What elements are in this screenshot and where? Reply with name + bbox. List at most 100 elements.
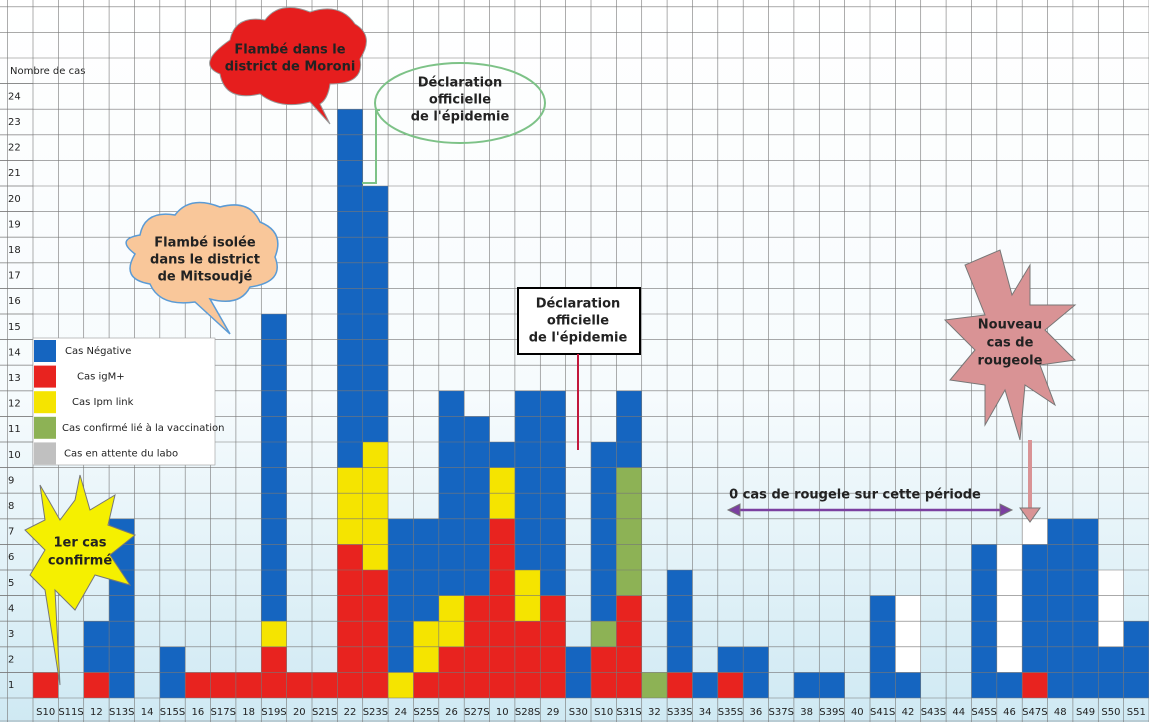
bar-segment: [362, 442, 389, 570]
y-tick-label: 2: [8, 655, 14, 666]
x-tick-label: S33S: [667, 707, 692, 718]
x-tick-label: S31S: [616, 707, 641, 718]
annotation-text: dans le district: [150, 253, 260, 268]
x-tick-label: 10: [496, 707, 509, 718]
annotation-text: officielle: [429, 93, 491, 108]
bar-segment: [337, 467, 363, 545]
callout-pointer: [362, 109, 380, 184]
y-tick-label: 15: [8, 322, 21, 333]
y-axis-label: Nombre de cas: [10, 66, 85, 77]
callout-ellipse: [374, 62, 546, 144]
bar-segment: [514, 621, 541, 698]
legend-swatch: [34, 442, 56, 465]
bar-segment: [895, 672, 921, 698]
legend-swatch: [34, 340, 56, 362]
bar-segment: [717, 646, 744, 673]
annotation-text: de l'épidemie: [529, 331, 628, 346]
x-tick-label: 24: [394, 707, 407, 718]
x-tick-label: S10: [594, 707, 613, 718]
annotation-text: rougeole: [978, 354, 1043, 369]
y-tick-label: 3: [8, 629, 14, 640]
x-tick-label: 48: [1054, 707, 1067, 718]
legend-label: Cas Négative: [65, 345, 131, 357]
annotation-text: confirmé: [48, 554, 112, 569]
annotation-text: officielle: [547, 314, 609, 329]
x-tick-label: S51: [1127, 707, 1146, 718]
x-tick-label: 16: [191, 707, 204, 718]
x-tick-label: 44: [952, 707, 965, 718]
callout-star: [943, 249, 1077, 441]
bar-segment: [616, 390, 642, 468]
legend-label: Cas igM+: [77, 372, 125, 383]
bar-segment: [1047, 518, 1073, 698]
y-tick-label: 19: [8, 219, 21, 230]
bar-segment: [388, 672, 414, 698]
y-tick-label: 4: [8, 603, 14, 614]
x-tick-label: S28S: [515, 707, 540, 718]
legend-label: Cas Ipm link: [72, 397, 134, 408]
y-tick-label: 24: [8, 91, 21, 102]
x-tick-label: S35S: [718, 707, 743, 718]
bar-segment: [1022, 518, 1048, 545]
bar-segment: [1022, 672, 1048, 698]
y-tick-label: 6: [8, 552, 14, 563]
y-tick-label: 23: [8, 117, 21, 128]
y-tick-label: 20: [8, 194, 21, 205]
callout-star: [24, 474, 137, 686]
bar-segment: [793, 672, 820, 698]
bar-segment: [819, 672, 845, 698]
y-tick-label: 12: [8, 399, 21, 410]
x-tick-label: 36: [749, 707, 762, 718]
annotation-text: de l'épidemie: [411, 110, 510, 125]
y-tick-label: 5: [8, 578, 14, 589]
bar-segment: [1022, 544, 1048, 673]
bar-segment: [312, 672, 338, 698]
annotation-text: Déclaration: [536, 297, 621, 312]
annotation-text: 0 cas de rougele sur cette période: [729, 488, 981, 503]
x-tick-label: S37S: [769, 707, 794, 718]
bar-segment: [235, 672, 262, 698]
arrow-head: [999, 503, 1014, 517]
annotation-text: de Mitsoudjé: [158, 270, 253, 285]
x-tick-label: S41S: [870, 707, 895, 718]
y-tick-label: 13: [8, 373, 21, 384]
x-tick-label: S23S: [363, 707, 388, 718]
x-tick-label: S17S: [211, 707, 236, 718]
bar-segment: [1098, 570, 1124, 647]
x-tick-label: S39S: [819, 707, 844, 718]
annotation-text: Flambé isolée: [154, 236, 256, 251]
legend-label: Cas en attente du labo: [64, 448, 178, 459]
bar-segment: [33, 672, 59, 698]
bar-segment: [261, 621, 287, 647]
bar-segment: [1123, 621, 1149, 698]
callout-cloud: [209, 7, 367, 125]
x-tick-label: S11S: [58, 707, 83, 718]
x-tick-label: 12: [90, 707, 103, 718]
y-tick-label: 1: [8, 680, 14, 691]
bar-segment: [895, 595, 921, 673]
bar-segment: [514, 390, 541, 570]
y-tick-label: 11: [8, 424, 21, 435]
x-tick-label: S43S: [921, 707, 946, 718]
bar-segment: [996, 672, 1023, 698]
x-tick-label: S49: [1076, 707, 1095, 718]
annotation-text: 1er cas: [53, 536, 106, 551]
y-tick-label: 7: [8, 527, 14, 538]
y-tick-label: 18: [8, 245, 21, 256]
x-tick-label: S30: [569, 707, 588, 718]
x-tick-label: 14: [141, 707, 154, 718]
y-tick-label: 10: [8, 450, 21, 461]
legend-label: Cas confirmé lié à la vaccination: [62, 422, 224, 434]
bar-segment: [1072, 518, 1099, 698]
x-tick-label: S45S: [971, 707, 996, 718]
bar-segment: [616, 467, 642, 596]
bar-segment: [362, 570, 389, 698]
x-tick-label: S50: [1101, 707, 1120, 718]
annotation-text: cas de: [987, 336, 1034, 351]
bar-segment: [996, 544, 1023, 673]
y-tick-label: 17: [8, 271, 21, 282]
annotation-text: Nouveau: [978, 318, 1042, 333]
callout-arrowhead: [1019, 507, 1041, 523]
bar-segment: [185, 672, 211, 698]
callout-cloud: [125, 201, 279, 335]
